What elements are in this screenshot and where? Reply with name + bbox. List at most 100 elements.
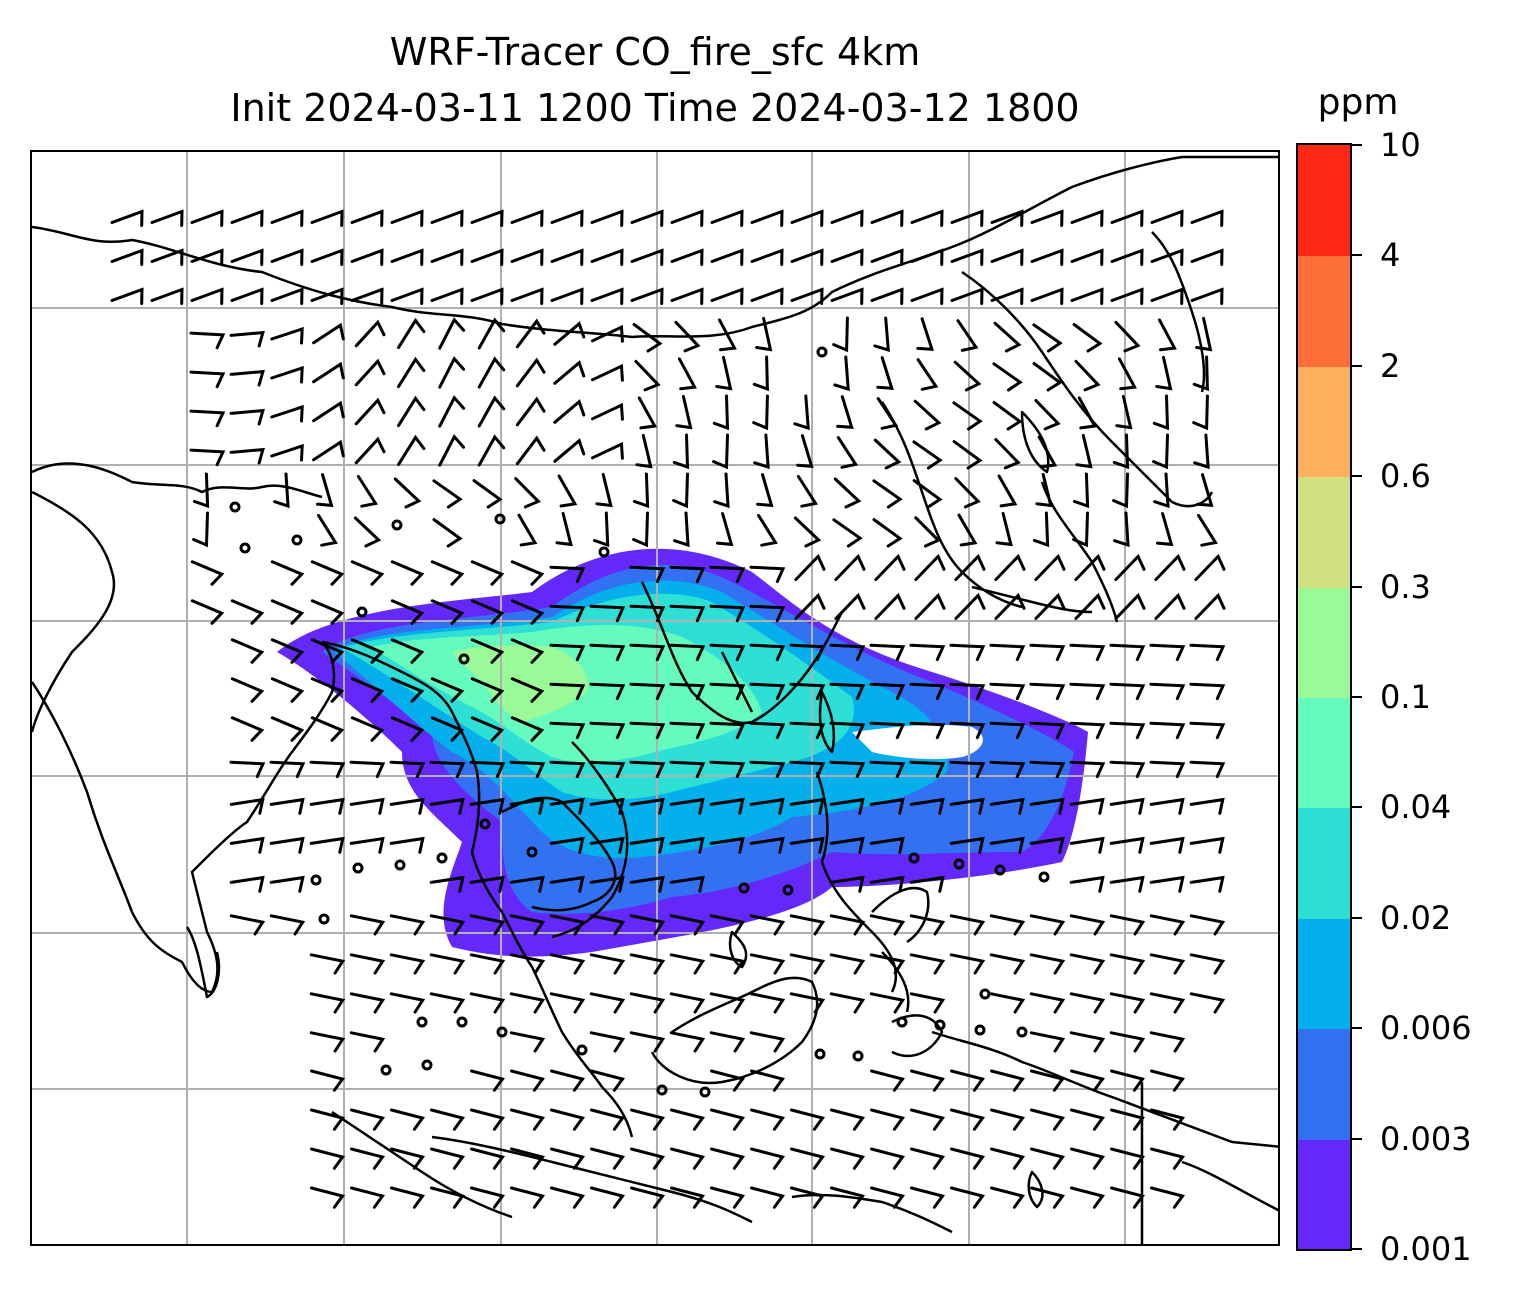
- wind-barb: [270, 248, 304, 266]
- wind-barb: [1149, 953, 1186, 975]
- wind-barb: [1152, 394, 1170, 431]
- wind-barb: [677, 357, 697, 391]
- wind-barb: [1190, 248, 1224, 266]
- colorbar-tick-label: 0.001: [1380, 1230, 1472, 1268]
- wind-barb: [870, 287, 904, 305]
- colorbar-tick-label: 10: [1380, 126, 1421, 164]
- wind-barb: [397, 317, 426, 350]
- wind-barb: [870, 1069, 905, 1092]
- wind-barb: [509, 760, 546, 779]
- wind-barb: [354, 358, 386, 387]
- wind-barb: [997, 474, 1018, 508]
- wind-barb: [310, 716, 345, 742]
- wind-barb: [1109, 914, 1146, 936]
- calm-wind-circle: [598, 546, 610, 558]
- wind-barb: [589, 643, 626, 662]
- wind-barb: [629, 875, 665, 893]
- wind-barb: [1030, 1147, 1065, 1170]
- wind-barb: [829, 914, 866, 936]
- wind-barb: [629, 721, 666, 740]
- wind-barb: [438, 317, 466, 350]
- wind-barb: [1189, 643, 1226, 662]
- map-subtitle: Init 2024-03-11 1200 Time 2024-03-12 180…: [230, 86, 1080, 130]
- wind-barb: [1069, 953, 1106, 975]
- wind-barb: [1150, 287, 1184, 305]
- colorbar-band: [1298, 476, 1350, 588]
- colorbar-tick-label: 2: [1380, 346, 1401, 385]
- wind-barb: [1030, 1186, 1065, 1209]
- wind-barb: [356, 475, 379, 508]
- wind-barb: [710, 248, 744, 266]
- calm-wind-circle: [436, 852, 448, 864]
- wind-barb: [350, 716, 385, 742]
- wind-barb: [1032, 511, 1050, 548]
- wind-barb: [1109, 836, 1145, 854]
- wind-barb: [309, 1031, 346, 1053]
- calm-wind-circle: [456, 1016, 468, 1028]
- calm-wind-circle: [356, 606, 368, 618]
- wind-barb: [1189, 760, 1226, 779]
- colorbar-tick: [1350, 916, 1362, 919]
- wind-barb: [753, 433, 770, 470]
- wind-barb: [1029, 760, 1066, 779]
- wind-barb: [669, 760, 706, 779]
- wind-barb: [953, 360, 982, 392]
- wind-barb: [1030, 1069, 1065, 1092]
- wind-barb: [310, 1147, 345, 1170]
- colorbar-band: [1298, 586, 1350, 698]
- wind-barb: [672, 433, 690, 470]
- wind-barb: [629, 992, 666, 1014]
- wind-barb: [390, 1147, 425, 1170]
- wind-barb: [910, 287, 944, 305]
- wind-barb: [750, 209, 784, 227]
- wind-barb: [1110, 248, 1144, 266]
- wind-barb: [469, 992, 506, 1014]
- wind-barb: [470, 209, 504, 227]
- wind-barb: [270, 716, 305, 742]
- wind-barb: [150, 209, 184, 227]
- wind-barb: [310, 1069, 345, 1092]
- wind-barb: [1110, 1147, 1145, 1170]
- wind-barb: [949, 797, 985, 815]
- wind-barb: [1110, 209, 1144, 227]
- wind-barb: [470, 1069, 505, 1092]
- wind-barb: [1109, 1031, 1146, 1053]
- wind-barb: [674, 320, 701, 353]
- wind-barb: [1077, 396, 1098, 430]
- wind-barb: [1153, 472, 1170, 509]
- wind-barb: [477, 434, 506, 467]
- wind-barb: [1030, 287, 1064, 305]
- wind-barb: [1156, 512, 1174, 547]
- calm-wind-circle: [494, 513, 506, 525]
- wind-barb: [229, 836, 265, 854]
- wind-barb: [872, 518, 903, 548]
- wind-barb: [230, 287, 264, 305]
- wind-barb: [1072, 323, 1103, 353]
- wind-barb: [349, 760, 386, 779]
- wind-barb: [789, 953, 826, 975]
- wind-barb: [1109, 953, 1146, 975]
- wind-barb: [1109, 682, 1146, 701]
- wind-barb: [669, 682, 706, 701]
- wind-barb: [470, 287, 504, 305]
- wind-barb: [950, 209, 984, 227]
- wind-barb: [1069, 721, 1106, 740]
- wind-barb: [309, 836, 345, 854]
- wind-barb: [1150, 1108, 1185, 1131]
- wind-barb: [517, 513, 538, 547]
- wind-barb: [829, 992, 866, 1014]
- wind-barb: [430, 1186, 465, 1209]
- wind-barb: [629, 643, 666, 662]
- wind-barb: [553, 321, 586, 346]
- wind-barb: [510, 248, 544, 266]
- wind-barb: [949, 760, 986, 779]
- wind-barb: [909, 875, 945, 893]
- colorbar-tick-label: 0.006: [1380, 1009, 1472, 1048]
- wind-barb: [789, 643, 826, 662]
- map-panel[interactable]: [30, 150, 1280, 1246]
- calm-wind-circle: [291, 534, 303, 546]
- wind-barb: [230, 248, 264, 266]
- wind-barb: [595, 473, 613, 508]
- colorbar-band: [1298, 807, 1350, 919]
- wind-barb: [1195, 316, 1213, 352]
